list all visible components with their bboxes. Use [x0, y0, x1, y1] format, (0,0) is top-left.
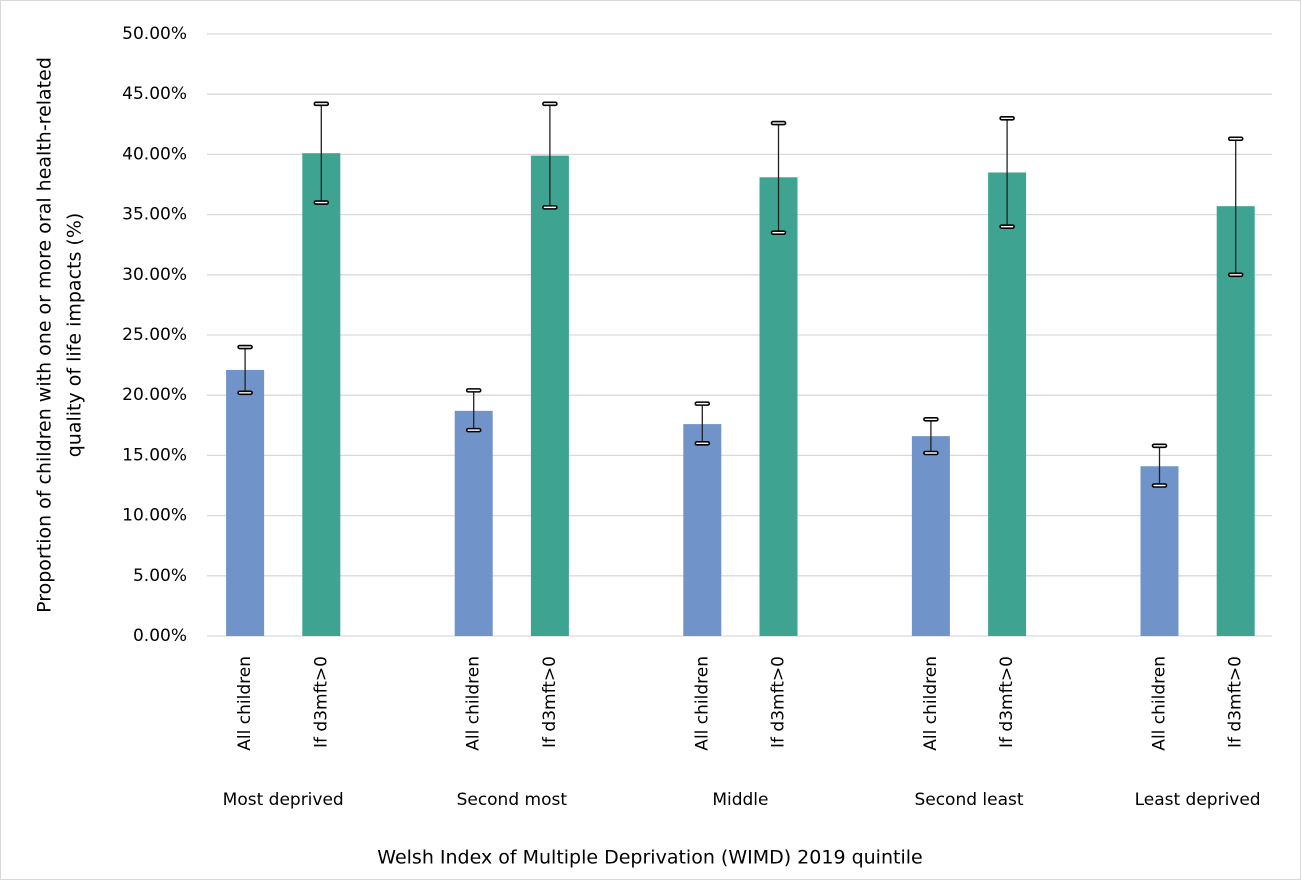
error-cap: [1151, 443, 1168, 449]
y-tick-label: 10.00%: [122, 506, 187, 526]
error-cap: [465, 388, 482, 393]
bar: [226, 369, 265, 636]
error-cap: [999, 115, 1015, 121]
y-tick-label: 0.00%: [133, 626, 187, 646]
error-cap: [1227, 136, 1244, 142]
y-tick-label: 25.00%: [122, 325, 187, 345]
error-cap: [694, 401, 711, 406]
bar: [911, 436, 950, 636]
bar: [302, 153, 341, 637]
bar: [530, 155, 569, 636]
x-tick-label: Second most: [457, 790, 568, 810]
error-cap: [694, 441, 711, 446]
bar: [683, 424, 722, 636]
bar: [1216, 206, 1255, 636]
error-cap: [465, 427, 482, 433]
error-cap: [237, 344, 253, 350]
error-cap: [1151, 483, 1168, 488]
x-sub-label: All children: [464, 656, 484, 751]
bar: [1140, 466, 1179, 636]
x-sub-label: All children: [1150, 656, 1170, 751]
error-cap: [1227, 272, 1244, 278]
y-tick-label: 35.00%: [122, 205, 187, 225]
x-sub-label: All children: [921, 656, 941, 751]
error-cap: [923, 450, 939, 456]
x-sub-label: If d3mft>0: [1226, 656, 1246, 748]
error-cap: [313, 200, 330, 205]
error-cap: [770, 230, 787, 235]
error-cap: [999, 224, 1015, 229]
y-tick-label: 15.00%: [122, 445, 187, 465]
x-sub-label: If d3mft>0: [540, 656, 560, 748]
x-tick-label: Least deprived: [1135, 790, 1261, 810]
error-cap: [313, 101, 330, 107]
error-cap: [770, 120, 787, 126]
x-sub-label: If d3mft>0: [311, 656, 331, 748]
x-sub-label: If d3mft>0: [769, 656, 789, 748]
x-sub-label: If d3mft>0: [997, 656, 1017, 748]
error-cap: [542, 101, 558, 107]
bar: [759, 177, 798, 636]
y-tick-label: 20.00%: [122, 385, 187, 405]
x-tick-label: Most deprived: [223, 790, 344, 810]
error-cap: [923, 416, 939, 422]
bar: [988, 172, 1027, 636]
x-sub-label: All children: [235, 656, 255, 751]
y-tick-label: 45.00%: [122, 84, 187, 104]
y-axis-title: Proportion of children with one or more …: [34, 57, 56, 613]
y-tick-label: 40.00%: [122, 144, 187, 164]
y-tick-label: 50.00%: [122, 24, 187, 44]
y-tick-label: 5.00%: [133, 566, 187, 586]
x-axis-title: Welsh Index of Multiple Deprivation (WIM…: [377, 847, 922, 869]
x-tick-label: Middle: [712, 790, 768, 810]
error-cap: [237, 390, 253, 396]
x-sub-label: All children: [692, 656, 712, 751]
y-axis-title: quality of life impacts (%): [64, 213, 86, 458]
y-tick-label: 30.00%: [122, 265, 187, 285]
error-cap: [542, 205, 558, 210]
bar: [454, 410, 493, 636]
x-tick-label: Second least: [914, 790, 1023, 810]
